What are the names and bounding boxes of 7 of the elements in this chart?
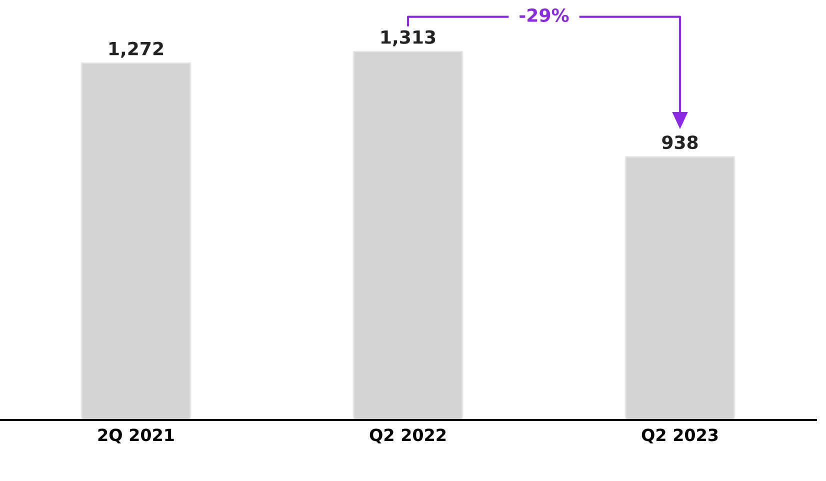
data-label: 1,313 [381, 30, 436, 46]
x-tick-label: Q2 2022 [370, 428, 446, 444]
x-tick-label: 2Q 2021 [98, 428, 174, 444]
x-tick-label: Q2 2023 [642, 428, 718, 444]
data-label: 1,272 [109, 42, 163, 58]
data-label: 938 [662, 135, 698, 150]
text: -29% [520, 8, 569, 22]
